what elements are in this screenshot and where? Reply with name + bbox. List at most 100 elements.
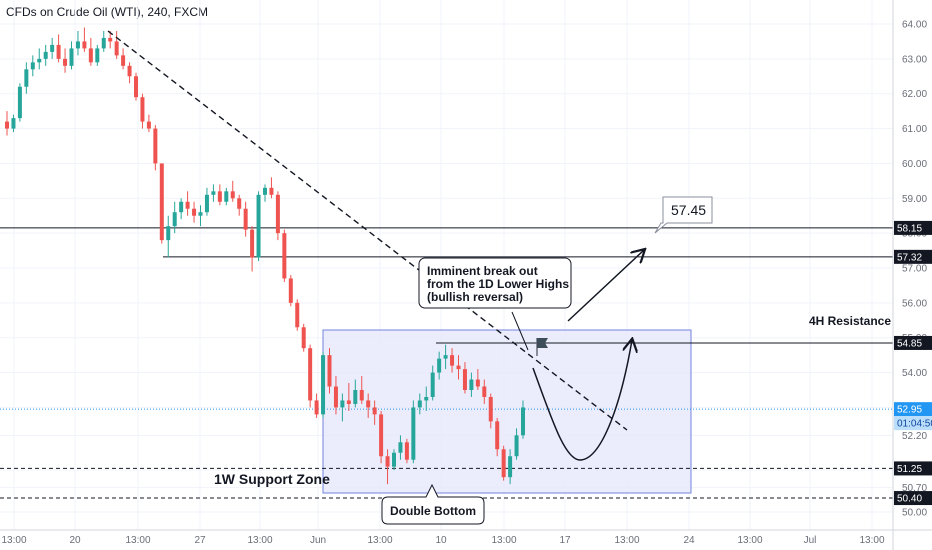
candle	[462, 362, 467, 394]
x-tick-label: 20	[69, 535, 81, 546]
candle-body	[198, 212, 203, 216]
candle-body	[508, 456, 513, 478]
candle	[37, 48, 42, 70]
candle	[172, 201, 177, 234]
x-tick-label: 13:00	[125, 535, 150, 546]
breakout-note-line: (bullish reversal)	[427, 290, 523, 304]
price-label-bg	[894, 461, 932, 476]
candle	[140, 93, 145, 129]
candle-body	[359, 390, 364, 401]
candle	[179, 198, 184, 220]
candle	[198, 205, 203, 227]
candle	[372, 400, 377, 425]
candle-body	[288, 278, 293, 303]
candle-body	[243, 208, 248, 230]
candle	[417, 393, 422, 415]
candle	[153, 125, 158, 171]
flag-icon	[537, 338, 548, 348]
candle-body	[346, 400, 351, 404]
x-tick-label: 13:00	[247, 535, 272, 546]
candle-body	[211, 191, 216, 195]
candle	[204, 187, 209, 216]
candle-body	[24, 69, 29, 87]
x-tick-label: Jun	[310, 535, 326, 546]
x-tick-label: 27	[194, 535, 206, 546]
candle	[514, 428, 519, 460]
candle-body	[275, 194, 280, 234]
candle-body	[43, 51, 48, 59]
candle	[366, 393, 371, 418]
candle-body	[411, 407, 416, 460]
candle	[404, 438, 409, 464]
candle	[379, 410, 384, 464]
candle	[469, 372, 474, 397]
candle	[69, 41, 74, 70]
candle	[56, 34, 61, 63]
candle-body	[366, 400, 371, 408]
candle	[43, 44, 48, 66]
candle-body	[469, 379, 474, 390]
price-label: 54.85	[897, 338, 922, 349]
candle-body	[69, 48, 74, 66]
candle-body	[217, 191, 222, 202]
candle	[340, 393, 345, 422]
target-callout-box	[654, 196, 713, 234]
y-tick-label: 62.00	[902, 89, 927, 100]
candle-body	[256, 194, 261, 258]
y-tick-label: 63.00	[902, 54, 927, 65]
price-label: 01:04:50	[897, 419, 932, 430]
candle-body	[140, 97, 145, 122]
candle-body	[430, 372, 435, 397]
price-label: 50.40	[897, 494, 922, 505]
candle	[385, 449, 390, 485]
candle	[230, 180, 235, 202]
candle-body	[501, 449, 506, 478]
candle	[321, 351, 326, 418]
candle	[443, 344, 448, 370]
candle-body	[127, 65, 132, 77]
candle	[63, 48, 68, 73]
double-bottom-label: Double Bottom	[390, 504, 476, 518]
candle-body	[37, 58, 42, 63]
candle-body	[50, 44, 55, 52]
candle	[275, 191, 280, 241]
candle	[521, 400, 525, 439]
candle	[50, 37, 55, 59]
candle	[146, 114, 151, 133]
candle	[108, 30, 113, 49]
x-tick-label: 13:00	[737, 535, 762, 546]
candle-body	[179, 201, 184, 213]
candle	[121, 48, 126, 70]
candle-body	[282, 233, 287, 279]
candle-body	[11, 118, 16, 129]
candle	[24, 62, 29, 94]
candle	[327, 348, 332, 394]
candle-body	[56, 44, 61, 59]
candle-body	[514, 435, 519, 457]
candle-body	[75, 41, 80, 49]
breakout-note-line: from the 1D Lower Highs	[427, 277, 569, 291]
candle	[75, 30, 80, 56]
target-label: 57.45	[671, 202, 706, 218]
candle-body	[353, 390, 358, 404]
x-tick-label: 13:00	[614, 535, 639, 546]
candle	[243, 201, 248, 237]
candle	[475, 369, 480, 390]
y-tick-label: 59.00	[902, 194, 927, 205]
candle	[114, 30, 119, 59]
candle-body	[159, 163, 164, 241]
candle-body	[204, 194, 209, 213]
y-tick-label: 56.00	[902, 298, 927, 309]
candle	[263, 184, 267, 202]
candle-body	[166, 226, 171, 241]
candle	[450, 348, 455, 373]
candle	[30, 55, 35, 77]
candle-body	[295, 302, 300, 328]
candle-body	[379, 414, 384, 457]
candle-body	[269, 187, 274, 195]
candle-body	[462, 369, 467, 390]
price-label-bg	[894, 249, 932, 264]
candle	[211, 184, 216, 202]
candle-body	[185, 201, 190, 209]
